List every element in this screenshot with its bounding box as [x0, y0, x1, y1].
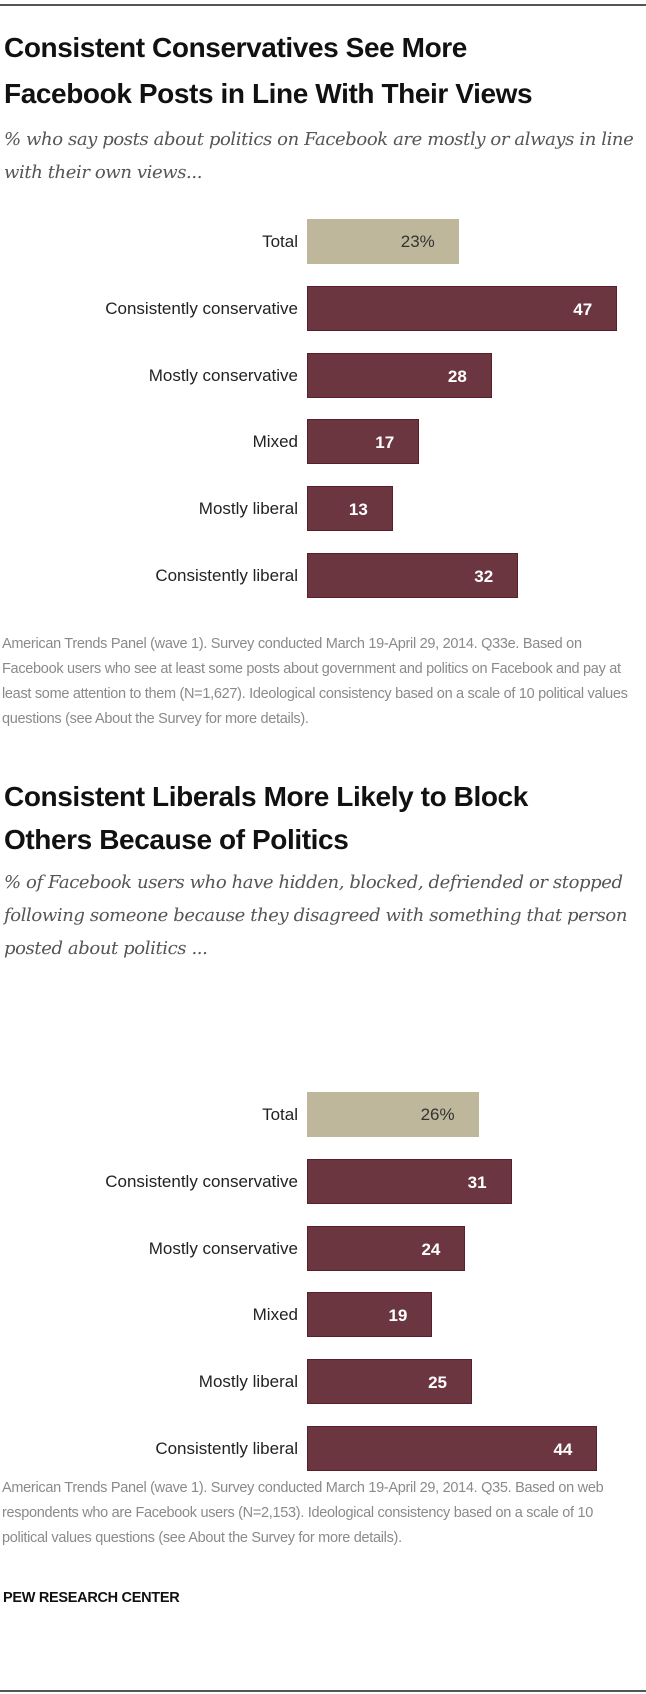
value-label: 26%	[420, 1105, 455, 1124]
category-label: Total	[262, 1105, 298, 1124]
value-label: 32	[474, 567, 494, 586]
category-label: Consistently conservative	[105, 1171, 298, 1191]
chart1-note: American Trends Panel (wave 1). Survey c…	[2, 636, 628, 727]
value-label: 24	[421, 1239, 441, 1259]
bar: 28	[307, 352, 492, 398]
chart2-title-line1: Consistent Liberals More Likely to Block	[4, 781, 528, 812]
category-label: Mostly liberal	[198, 499, 298, 519]
bottom-rule	[0, 1690, 646, 1692]
bar-row: Total 26%	[0, 1092, 646, 1137]
bar-row: Mostly liberal 13	[0, 486, 646, 532]
chart1-title-line2: Facebook Posts in Line With Their Views	[4, 78, 533, 109]
value-label: 47	[573, 299, 593, 319]
bar-row: Consistently conservative 47	[0, 285, 646, 331]
bar-row: Mixed 17	[0, 419, 646, 465]
value-label: 17	[375, 433, 395, 453]
bar: 24	[307, 1225, 466, 1271]
category-label: Consistently liberal	[155, 566, 298, 585]
value-label: 31	[467, 1172, 487, 1192]
chart1-subtitle: % who say posts about politics on Facebo…	[4, 129, 634, 183]
bar-row: Consistently liberal 32	[0, 553, 646, 598]
category-label: Mostly conservative	[148, 1238, 298, 1258]
bar-row: Mixed 19	[0, 1292, 646, 1338]
bar: 13	[307, 486, 393, 532]
category-label: Consistently liberal	[155, 1439, 298, 1458]
category-label: Mostly conservative	[148, 365, 298, 385]
category-label: Mostly liberal	[198, 1372, 298, 1392]
category-label: Consistently conservative	[105, 298, 298, 318]
category-label: Mixed	[252, 432, 298, 452]
bar-row: Consistently conservative 31	[0, 1158, 646, 1204]
value-label: 19	[388, 1306, 408, 1326]
bar: 17	[307, 419, 420, 465]
bar-row: Consistently liberal 44	[0, 1426, 646, 1471]
top-rule	[0, 4, 646, 6]
bar-row: Mostly conservative 28	[0, 352, 646, 398]
category-label: Mixed	[252, 1305, 298, 1325]
bar: 31	[307, 1158, 512, 1204]
bar: 32	[307, 553, 519, 598]
chart2-note: American Trends Panel (wave 1). Survey c…	[2, 1480, 604, 1546]
chart1-title-line1: Consistent Conservatives See More	[4, 32, 467, 63]
value-label: 28	[447, 366, 467, 386]
bar: 47	[307, 285, 618, 331]
bar: 19	[307, 1292, 433, 1338]
bar-row: Total 23%	[0, 219, 646, 264]
total-bar: 26%	[307, 1092, 479, 1137]
value-label: 13	[348, 500, 368, 520]
value-label: 44	[553, 1440, 573, 1459]
bar-row: Mostly liberal 25	[0, 1359, 646, 1405]
source-brand: PEW RESEARCH CENTER	[3, 1590, 180, 1606]
value-label: 25	[428, 1373, 447, 1393]
total-bar: 23%	[307, 219, 459, 264]
chart2-subtitle: % of Facebook users who have hidden, blo…	[4, 872, 628, 959]
bar: 25	[307, 1359, 472, 1405]
bar-row: Mostly conservative 24	[0, 1225, 646, 1271]
bar: 44	[307, 1426, 598, 1471]
category-label: Total	[262, 232, 298, 251]
value-label: 23%	[400, 232, 435, 251]
chart2-title-line2: Others Because of Politics	[4, 824, 349, 855]
